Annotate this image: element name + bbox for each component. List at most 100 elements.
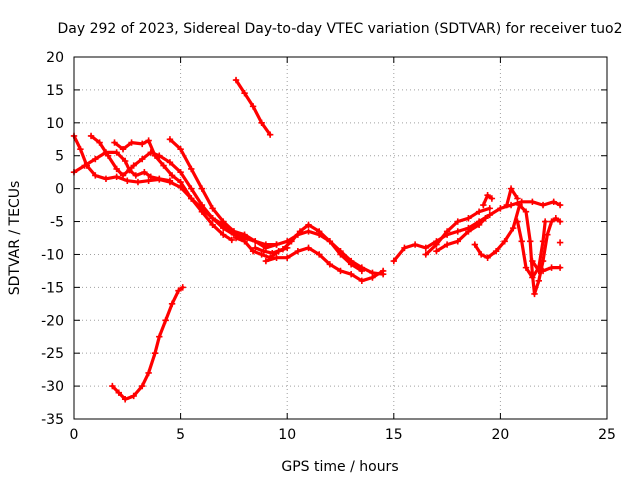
data-point-plus — [305, 221, 312, 229]
data-point-plus — [96, 139, 103, 146]
axis-ticks — [73, 56, 608, 420]
data-point-plus — [488, 195, 496, 202]
data-point-plus — [252, 244, 259, 252]
x-tick-label: 15 — [385, 427, 403, 443]
data-point-plus — [518, 238, 525, 245]
data-point-plus — [151, 349, 159, 357]
data-point-plus — [249, 247, 257, 255]
data-point-plus — [102, 175, 110, 182]
y-tick-label: 10 — [46, 116, 64, 132]
data-point-plus — [475, 221, 483, 229]
data-point-plus — [443, 241, 451, 248]
data-point-plus — [241, 238, 248, 245]
plot-frame — [73, 56, 608, 420]
data-point-plus — [516, 201, 523, 209]
y-tick-label: 5 — [55, 149, 64, 165]
data-point-plus — [113, 173, 120, 180]
data-point-plus — [518, 198, 525, 205]
data-point-plus — [279, 245, 287, 253]
data-point-plus — [130, 162, 137, 169]
data-point-plus — [92, 155, 99, 163]
x-tick-label: 0 — [70, 427, 79, 443]
data-point-plus — [531, 290, 538, 298]
data-point-plus — [179, 284, 186, 291]
data-point-plus — [147, 173, 154, 180]
data-point-plus — [358, 277, 366, 284]
data-point-plus — [535, 277, 542, 284]
data-point-plus — [121, 396, 129, 403]
data-point-plus — [433, 241, 440, 248]
data-point-plus — [548, 218, 555, 225]
data-point-plus — [337, 267, 344, 275]
data-point-plus — [529, 274, 536, 281]
data-point-plus — [556, 264, 564, 271]
data-point-plus — [401, 244, 408, 252]
series-line-track-8 — [264, 246, 385, 283]
y-tick-label: -15 — [41, 280, 64, 296]
tick-labels: 0 5 10 15 20 25 -35 -30 -25 -20 -15 -10 -5 0 5 10 15 20 — [41, 50, 616, 443]
y-tick-label: 0 — [55, 182, 64, 198]
data-point-plus — [492, 247, 500, 255]
data-point-plus — [220, 231, 227, 238]
data-point-plus — [288, 238, 295, 245]
data-point-plus — [162, 317, 169, 324]
x-tick-label: 25 — [598, 427, 616, 443]
data-point-plus — [177, 168, 184, 176]
data-point-plus — [294, 231, 302, 238]
data-point-plus — [443, 228, 451, 235]
data-point-plus — [539, 238, 547, 245]
data-point-plus — [347, 271, 355, 278]
data-point-plus — [541, 218, 549, 225]
data-point-plus — [198, 208, 206, 215]
data-point-plus — [128, 139, 135, 146]
data-point-plus — [358, 267, 366, 275]
series-line-track-11 — [392, 200, 562, 263]
data-point-plus — [258, 251, 265, 258]
data-point-plus — [262, 257, 270, 265]
data-point-plus — [104, 152, 112, 159]
data-point-plus — [168, 300, 176, 308]
data-point-plus — [126, 167, 133, 174]
chart-title: Day 292 of 2023, Sidereal Day-to-day VTE… — [57, 21, 622, 37]
y-tick-label: 15 — [46, 83, 64, 99]
data-point-plus — [484, 254, 491, 261]
y-axis-title: SDTVAR / TECUs — [7, 181, 23, 296]
data-point-plus — [198, 201, 206, 209]
data-point-plus — [160, 162, 167, 169]
data-point-plus — [230, 228, 238, 235]
data-point-plus — [249, 103, 257, 110]
x-tick-label: 10 — [278, 427, 296, 443]
y-tick-label: -5 — [50, 215, 64, 231]
data-point-plus — [484, 192, 491, 199]
data-point-plus — [139, 382, 146, 390]
data-point-plus — [147, 149, 154, 156]
data-point-plus — [220, 224, 227, 232]
data-point-plus — [305, 228, 312, 235]
data-point-plus — [556, 201, 564, 209]
data-point-plus — [87, 132, 95, 140]
data-point-plus — [102, 149, 110, 156]
data-point-plus — [305, 244, 312, 252]
y-tick-label: -20 — [41, 313, 64, 329]
y-tick-label: -25 — [41, 346, 64, 362]
data-point-plus — [188, 185, 195, 192]
series-line-track-13 — [434, 216, 488, 253]
data-point-plus — [232, 76, 240, 84]
data-point-plus — [121, 157, 129, 165]
data-point-plus — [241, 90, 248, 97]
data-point-plus — [188, 195, 195, 202]
data-point-plus — [326, 261, 334, 268]
data-point-plus — [188, 165, 195, 173]
data-point-plus — [552, 215, 560, 222]
data-point-plus — [454, 228, 461, 235]
data-point-plus — [507, 185, 515, 192]
data-point-plus — [198, 185, 206, 192]
data-point-plus — [471, 241, 479, 248]
data-point-plus — [273, 254, 280, 261]
data-point-plus — [166, 178, 174, 186]
data-point-plus — [269, 249, 276, 257]
data-point-plus — [454, 238, 461, 245]
data-point-plus — [258, 119, 265, 127]
data-point-plus — [113, 149, 120, 156]
